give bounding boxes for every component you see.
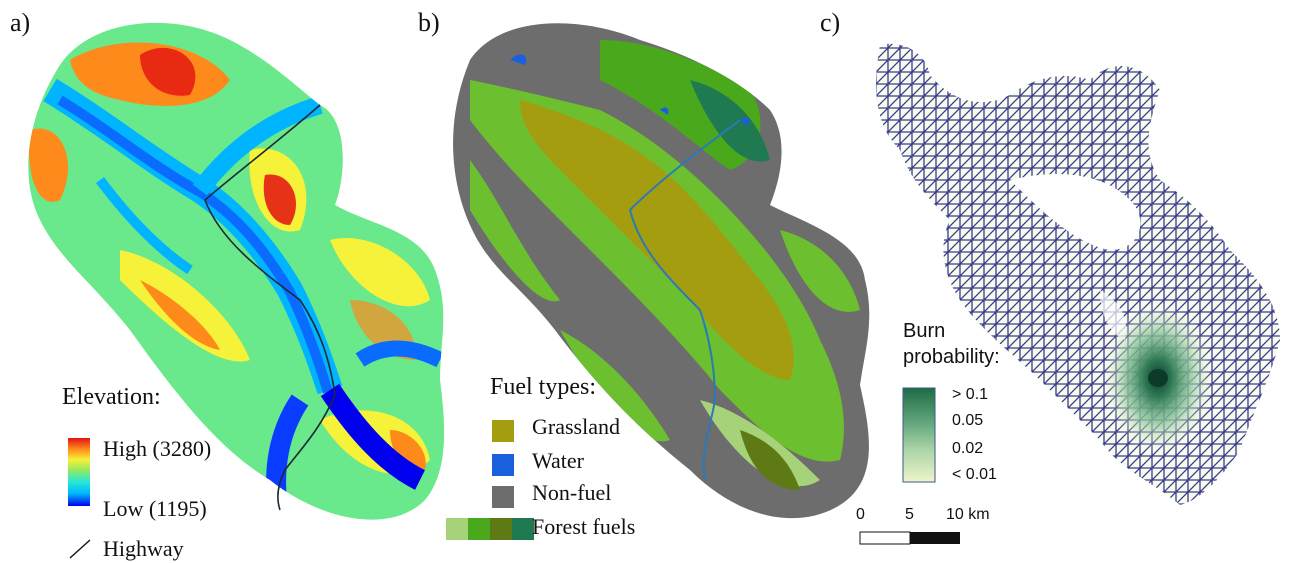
- river-line-b: [628, 119, 741, 481]
- fuel-legend-label-nonfuel: Non-fuel: [532, 480, 612, 505]
- scale-tick-10: 10 km: [946, 506, 990, 523]
- elevation-low-label: Low (1195): [103, 496, 207, 521]
- elevation-high-label: High (3280): [103, 436, 212, 461]
- panel-a-label: a): [10, 8, 31, 37]
- elevation-legend-title: Elevation:: [62, 384, 161, 410]
- burn-color-ramp: [902, 387, 936, 483]
- burn-label-2: 0.05: [952, 412, 984, 429]
- fuel-legend-item-water: [492, 454, 514, 476]
- burn-label-4: < 0.01: [952, 466, 997, 483]
- fuel-legend-label-grassland: Grassland: [532, 414, 620, 439]
- burn-legend-title-line1: Burn: [903, 320, 946, 342]
- panel-b-label: b): [418, 8, 440, 37]
- highway-legend-icon: [69, 539, 91, 559]
- elevation-color-ramp: [68, 438, 90, 506]
- burn-label-1: > 0.1: [952, 386, 989, 403]
- panel-c-label: c): [820, 8, 841, 37]
- forest-swatch-3: [490, 518, 512, 540]
- forest-swatch-4: [512, 518, 534, 540]
- fuel-legend-label-water: Water: [532, 448, 584, 473]
- forest-swatch-2: [468, 518, 490, 540]
- burn-label-3: 0.02: [952, 440, 984, 457]
- burn-probability-map: [876, 43, 1280, 505]
- highway-legend-label: Highway: [103, 536, 184, 561]
- scale-tick-0: 0: [856, 506, 865, 523]
- fuel-legend-item-nonfuel: [492, 486, 514, 508]
- scale-bar-black-segment: [910, 532, 960, 544]
- forest-swatch-1: [446, 518, 468, 540]
- scale-bar-white-segment: [859, 531, 911, 545]
- scale-tick-5: 5: [905, 506, 914, 523]
- burn-legend-title-line2: probability:: [903, 346, 1000, 368]
- fuel-legend-title: Fuel types:: [490, 374, 596, 400]
- forest-fuel-swatches: [446, 518, 534, 540]
- highway-line-a: [204, 104, 336, 511]
- fuel-legend-item-grassland: [492, 420, 514, 442]
- fuel-legend-label-forest: Forest fuels: [532, 514, 636, 539]
